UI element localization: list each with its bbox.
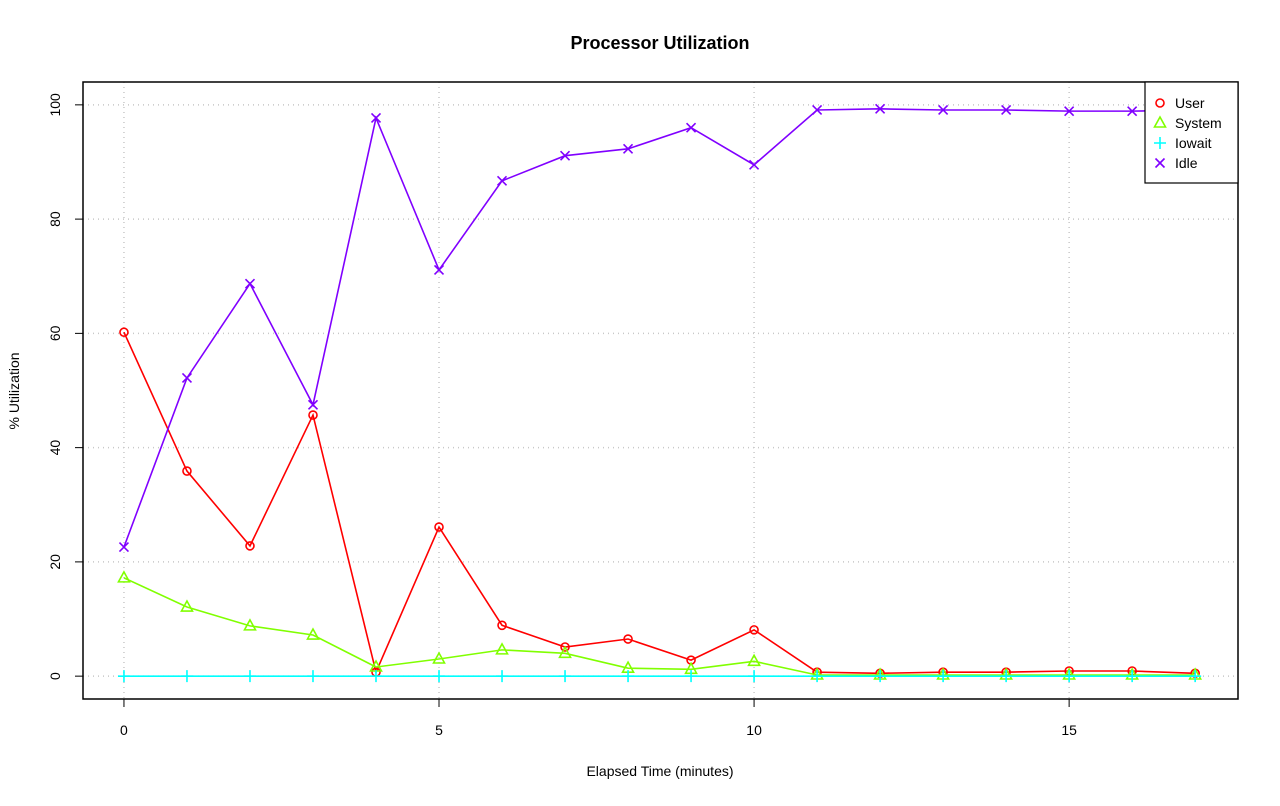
- legend: User System Iowait Idle: [1144, 81, 1239, 184]
- user-point: [308, 410, 318, 420]
- user-point: [497, 620, 507, 631]
- iowait-point: [1126, 670, 1139, 683]
- system-point: [243, 618, 257, 631]
- system-point: [306, 627, 320, 640]
- axes: 0 5 10 15 0 20 40 60 80 100: [47, 93, 1077, 738]
- system-point: [117, 570, 131, 583]
- iowait-point: [117, 670, 130, 683]
- idle-point: [181, 372, 193, 383]
- iowait-point: [748, 670, 761, 683]
- legend-marker-idle: [1154, 157, 1166, 169]
- system-line: [123, 577, 1196, 676]
- y-tick-label: 40: [47, 440, 63, 456]
- idle-point: [1064, 106, 1075, 117]
- system-point: [558, 645, 572, 659]
- x-tick-label: 10: [746, 722, 762, 738]
- iowait-point: [622, 670, 635, 683]
- idle-point: [1127, 106, 1138, 117]
- iowait-point: [243, 670, 256, 683]
- x-axis-label: Elapsed Time (minutes): [586, 763, 733, 779]
- system-point: [747, 653, 761, 667]
- idle-point: [307, 399, 319, 410]
- series-iowait: [117, 670, 1202, 683]
- y-tick-label: 60: [47, 325, 63, 341]
- user-line: [123, 331, 1196, 675]
- grid: [83, 82, 1238, 699]
- legend-label-user: User: [1175, 95, 1205, 111]
- system-point: [432, 651, 446, 664]
- series-user: [119, 327, 1200, 679]
- idle-point: [244, 278, 256, 289]
- user-point: [749, 625, 759, 635]
- y-tick-label: 0: [47, 672, 63, 680]
- user-point: [434, 522, 444, 532]
- iowait-point: [1000, 670, 1013, 683]
- iowait-point: [1189, 670, 1202, 683]
- iowait-point: [685, 670, 698, 683]
- idle-point: [496, 175, 508, 186]
- idle-point: [559, 150, 571, 161]
- idle-point: [938, 104, 949, 116]
- legend-marker-iowait: [1154, 137, 1166, 149]
- legend-label-system: System: [1175, 115, 1222, 131]
- idle-point: [812, 104, 823, 116]
- idle-point: [1001, 104, 1012, 116]
- idle-point: [875, 103, 886, 114]
- legend-marker-system: [1153, 115, 1167, 128]
- series-group: [117, 103, 1203, 683]
- y-tick-label: 20: [47, 554, 63, 570]
- chart-title: Processor Utilization: [570, 33, 749, 53]
- user-point: [623, 634, 633, 644]
- user-point: [119, 327, 129, 338]
- iowait-point: [874, 670, 887, 683]
- iowait-point: [559, 670, 572, 683]
- series-system: [117, 570, 1203, 680]
- iowait-point: [433, 670, 446, 683]
- x-tick-label: 5: [435, 722, 443, 738]
- idle-point: [433, 264, 445, 276]
- iowait-point: [496, 670, 509, 683]
- y-axis-label: % Utilization: [6, 352, 22, 429]
- idle-point: [118, 541, 130, 553]
- series-idle: [118, 103, 1201, 553]
- user-point: [560, 642, 570, 652]
- y-tick-label: 100: [47, 93, 63, 117]
- x-tick-label: 0: [120, 722, 128, 738]
- iowait-point: [306, 670, 319, 683]
- idle-point: [749, 159, 760, 170]
- iowait-point: [370, 670, 383, 683]
- legend-label-idle: Idle: [1175, 155, 1198, 171]
- iowait-point: [180, 670, 193, 683]
- legend-marker-user: [1155, 98, 1165, 108]
- legend-box: [1144, 81, 1239, 184]
- iowait-point: [1063, 670, 1076, 683]
- user-point: [245, 541, 255, 551]
- plot-frame: [82, 81, 1239, 700]
- idle-point: [622, 143, 634, 154]
- system-point: [495, 642, 509, 655]
- iowait-point: [811, 670, 824, 683]
- idle-point: [685, 122, 697, 133]
- y-tick-label: 80: [47, 211, 63, 227]
- idle-line: [123, 108, 1196, 548]
- system-point: [180, 599, 194, 612]
- idle-point: [370, 112, 382, 124]
- iowait-point: [937, 670, 950, 683]
- x-tick-label: 15: [1061, 722, 1077, 738]
- user-point: [182, 466, 192, 476]
- legend-label-iowait: Iowait: [1175, 135, 1212, 151]
